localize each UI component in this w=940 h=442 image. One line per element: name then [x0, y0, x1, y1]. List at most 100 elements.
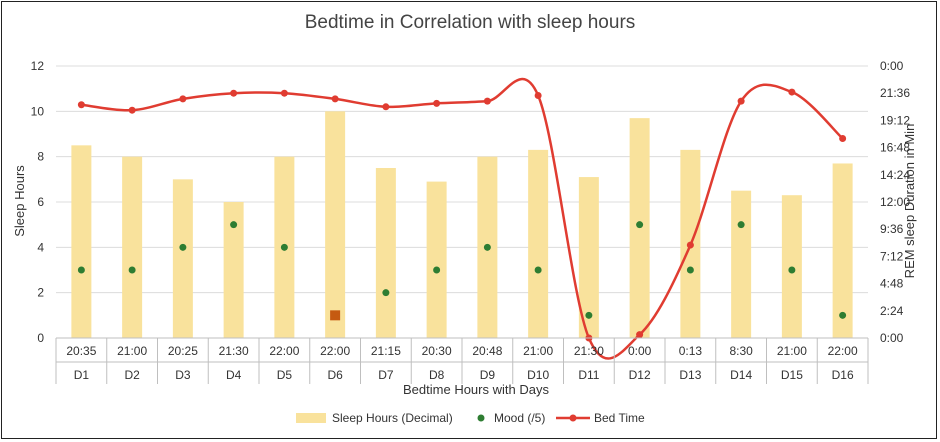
legend-label-mood: Mood (/5): [494, 411, 545, 425]
x-tick-label-day: D12: [629, 368, 651, 382]
mood-point: [534, 266, 542, 274]
x-tick-label-day: D2: [124, 368, 140, 382]
y2-tick-label: 14:24: [880, 168, 910, 182]
x-tick-label-day: D5: [277, 368, 293, 382]
x-tick-label-day: D14: [730, 368, 752, 382]
mood-point: [382, 289, 390, 297]
bedtime-point: [686, 241, 694, 249]
mood-point: [77, 266, 85, 274]
legend: Sleep Hours (Decimal) Mood (/5) Bed Time: [296, 411, 645, 425]
mood-point: [483, 243, 491, 251]
y2-tick-label: 0:00: [880, 59, 904, 73]
y2-tick-label: 2:24: [880, 304, 904, 318]
bedtime-point: [636, 331, 644, 339]
x-tick-label-day: D9: [480, 368, 496, 382]
bar: [731, 190, 752, 338]
bar: [832, 163, 853, 338]
bar: [426, 181, 447, 338]
y-axis-title: Sleep Hours: [12, 165, 27, 237]
legend-swatch-mood: [477, 414, 485, 422]
x-tick-label-day: D4: [226, 368, 242, 382]
y2-tick-label: 16:48: [880, 141, 910, 155]
mood-point: [839, 311, 847, 319]
y-tick-label: 2: [37, 286, 44, 300]
bar: [71, 145, 92, 338]
legend-swatch-bedtime-marker: [569, 414, 577, 422]
x-tick-label-day: D15: [781, 368, 803, 382]
x-tick-label-bedtime: 20:25: [168, 344, 198, 358]
x-tick-label-day: D10: [527, 368, 549, 382]
x-tick-label-bedtime: 22:00: [320, 344, 350, 358]
x-tick-label-bedtime: 22:00: [269, 344, 299, 358]
x-tick-label-bedtime: 21:30: [574, 344, 604, 358]
y2-tick-label: 0:00: [880, 331, 904, 345]
mood-series: [77, 221, 847, 321]
mood-point: [686, 266, 694, 274]
mood-point: [179, 243, 187, 251]
legend-label-sleep-hours: Sleep Hours (Decimal): [332, 411, 453, 425]
y2-tick-label: 19:12: [880, 113, 910, 127]
bar: [122, 156, 143, 338]
x-tick-label-bedtime: 21:00: [523, 344, 553, 358]
bedtime-point: [77, 101, 85, 109]
bar: [325, 111, 346, 338]
x-tick-label-bedtime: 21:15: [371, 344, 401, 358]
bedtime-point: [433, 99, 441, 107]
x-tick-label-bedtime: 8:30: [729, 344, 753, 358]
x-axis-title: Bedtime Hours with Days: [403, 382, 549, 397]
x-tick-label-bedtime: 20:48: [472, 344, 502, 358]
bedtime-point: [737, 97, 745, 105]
x-tick-label-bedtime: 22:00: [828, 344, 858, 358]
bar-series: [71, 111, 853, 338]
y-tick-label: 8: [37, 150, 44, 164]
bar: [172, 179, 193, 338]
x-tick-label-day: D13: [679, 368, 701, 382]
x-tick-label-day: D6: [327, 368, 343, 382]
mood-point: [280, 243, 288, 251]
mood-point: [636, 221, 644, 229]
y2-tick-label: 4:48: [880, 277, 904, 291]
x-tick-label-bedtime: 21:00: [117, 344, 147, 358]
mood-point: [585, 311, 593, 319]
mood-point: [737, 221, 745, 229]
legend-label-bedtime: Bed Time: [594, 411, 645, 425]
mood-point: [330, 310, 341, 321]
mood-point: [433, 266, 441, 274]
y2-tick-label: 7:12: [880, 249, 904, 263]
bedtime-point: [788, 88, 796, 96]
bar: [375, 168, 396, 338]
bedtime-point: [179, 95, 187, 103]
y-tick-label: 4: [37, 240, 44, 254]
x-tick-label-day: D8: [429, 368, 445, 382]
line-series: [77, 77, 847, 360]
bar: [528, 149, 549, 338]
y2-tick-label: 12:00: [880, 195, 910, 209]
x-tick-label-bedtime: 21:00: [777, 344, 807, 358]
bedtime-point: [483, 97, 491, 105]
chart-title: Bedtime in Correlation with sleep hours: [305, 12, 636, 33]
y2-tick-label: 21:36: [880, 86, 910, 100]
bedtime-point: [280, 89, 288, 97]
x-tick-label-day: D1: [74, 368, 90, 382]
x-tick-label-bedtime: 0:13: [679, 344, 703, 358]
bar: [223, 202, 244, 338]
y-axis-left: 0 2 4 6 8 10 12: [31, 59, 45, 345]
x-tick-label-day: D3: [175, 368, 191, 382]
mood-point: [230, 221, 238, 229]
bedtime-point: [382, 103, 390, 111]
mood-point: [788, 266, 796, 274]
mood-point: [128, 266, 136, 274]
x-tick-label-day: D11: [578, 368, 599, 382]
y-tick-label: 0: [37, 331, 44, 345]
y-tick-label: 6: [37, 195, 44, 209]
bedtime-point: [128, 106, 136, 114]
y-axis-right: 0:00 2:24 4:48 7:12 9:36 12:00 14:24 16:48 19:12…: [880, 59, 910, 345]
x-tick-label-day: D16: [832, 368, 854, 382]
x-tick-label-bedtime: 20:35: [66, 344, 96, 358]
bedtime-line: [81, 77, 844, 360]
y-tick-label: 10: [31, 104, 45, 118]
legend-swatch-sleep-hours: [296, 413, 326, 423]
bedtime-point: [230, 89, 238, 97]
bar: [578, 177, 599, 338]
